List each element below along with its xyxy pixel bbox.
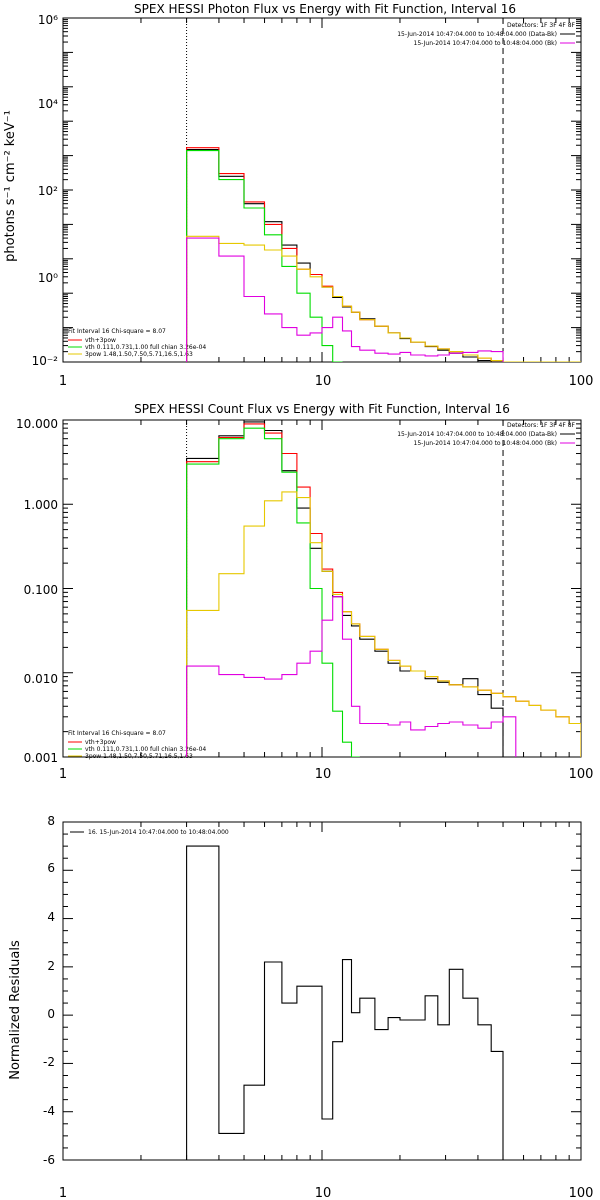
legend-entry-residuals: 16. 15-Jun-2014 10:47:04.000 to 10:48:04… bbox=[88, 829, 229, 836]
fit-info-thermal: vth 0.111,0.731,1.00 full chian 3.26e-04 bbox=[85, 344, 206, 351]
y-tick-label-10.000: 10.000 bbox=[16, 417, 58, 431]
legend-detectors: Detectors: 1F 3F 4F 8F bbox=[507, 22, 576, 29]
background-series-line bbox=[186, 237, 504, 362]
x-tick-label-10: 10 bbox=[315, 1186, 332, 1200]
x-tick-label-100: 100 bbox=[569, 767, 594, 782]
photon-legend: Detectors: 1F 3F 4F 8F 15-Jun-2014 10:47… bbox=[397, 22, 575, 47]
photon-fit-info: Fit Interval 16 Chi-square = 8.07 vth+3p… bbox=[68, 328, 206, 358]
photon-flux-y-axis-label: photons s⁻¹ cm⁻² keV⁻¹ bbox=[3, 110, 18, 262]
y-tick-label-2: 2 bbox=[47, 959, 55, 973]
fit-info-powerlaw: 3pow 1.48,1.50,7.50,5.71,16.5,1.63 bbox=[85, 351, 193, 358]
thermal-series-line bbox=[186, 427, 360, 757]
y-tick-label-0: 0 bbox=[47, 1007, 55, 1021]
residuals-legend: 16. 15-Jun-2014 10:47:04.000 to 10:48:04… bbox=[70, 829, 229, 836]
x-tick-label-10: 10 bbox=[315, 374, 332, 389]
fit-info-total: vth+3pow bbox=[85, 739, 116, 746]
residuals-series-line bbox=[186, 845, 504, 1160]
y-tick-label-1.000: 1.000 bbox=[24, 498, 58, 512]
count-legend: Detectors: 1F 3F 4F 8F 15-Jun-2014 10:47… bbox=[397, 422, 575, 447]
y-tick-label-0.010: 0.010 bbox=[24, 672, 58, 686]
count-flux-panel: SPEX HESSI Count Flux vs Energy with Fit… bbox=[16, 402, 593, 782]
powerlaw-series-line bbox=[186, 491, 581, 757]
x-tick-label-1: 1 bbox=[59, 1186, 67, 1200]
fit-info-header: Fit Interval 16 Chi-square = 8.07 bbox=[68, 328, 166, 335]
y-tick-label-0.100: 0.100 bbox=[24, 583, 58, 597]
y-tick-label-4: 4 bbox=[47, 910, 55, 924]
x-tick-label-10: 10 bbox=[315, 767, 332, 782]
powerlaw-series-line bbox=[186, 235, 581, 362]
legend-entry-bk: 15-Jun-2014 10:47:04.000 to 10:48:04.000… bbox=[414, 440, 557, 447]
count-flux-title: SPEX HESSI Count Flux vs Energy with Fit… bbox=[134, 402, 510, 416]
x-tick-label-100: 100 bbox=[569, 374, 594, 389]
background-series-line bbox=[186, 596, 517, 757]
x-tick-label-1: 1 bbox=[59, 767, 67, 782]
y-tick-label-minus-2: -2 bbox=[43, 1055, 55, 1069]
x-tick-label-100: 100 bbox=[569, 1186, 594, 1200]
y-tick-label-1e2: 10² bbox=[38, 184, 58, 198]
fit-info-header: Fit Interval 16 Chi-square = 8.07 bbox=[68, 730, 166, 737]
residuals-panel: Normalized Residuals 1 10 100 -6 -4 -2 0… bbox=[8, 814, 593, 1200]
y-tick-label-6: 6 bbox=[47, 861, 55, 875]
y-tick-label-8: 8 bbox=[47, 814, 55, 828]
y-tick-label-0.001: 0.001 bbox=[24, 751, 58, 765]
legend-entry-data-bk: 15-Jun-2014 10:47:04.000 to 10:48:04.000… bbox=[397, 31, 557, 38]
y-tick-label-1e-2: 10⁻² bbox=[32, 354, 59, 368]
residuals-y-axis-label: Normalized Residuals bbox=[8, 940, 23, 1080]
x-tick-label-1: 1 bbox=[59, 374, 67, 389]
photon-flux-panel: SPEX HESSI Photon Flux vs Energy with Fi… bbox=[3, 2, 593, 389]
legend-detectors: Detectors: 1F 3F 4F 8F bbox=[507, 422, 576, 429]
legend-entry-bk: 15-Jun-2014 10:47:04.000 to 10:48:04.000… bbox=[414, 40, 557, 47]
legend-entry-data-bk: 15-Jun-2014 10:47:04.000 to 10:48:04.000… bbox=[397, 431, 557, 438]
y-tick-label-1e6: 10⁶ bbox=[38, 13, 58, 27]
photon-flux-title: SPEX HESSI Photon Flux vs Energy with Fi… bbox=[134, 2, 516, 16]
fit-info-total: vth+3pow bbox=[85, 337, 116, 344]
y-tick-label-1e0: 10⁰ bbox=[38, 271, 58, 285]
y-tick-label-minus-6: -6 bbox=[43, 1153, 55, 1167]
fit-info-thermal: vth 0.111,0.731,1.00 full chian 3.26e-04 bbox=[85, 746, 206, 753]
y-tick-label-minus-4: -4 bbox=[43, 1104, 55, 1118]
thermal-series-line bbox=[186, 150, 343, 362]
y-tick-label-1e4: 10⁴ bbox=[38, 97, 58, 111]
